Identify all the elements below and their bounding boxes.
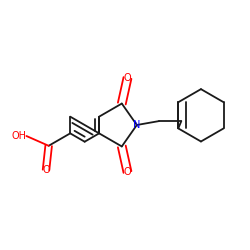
Text: O: O — [42, 165, 50, 175]
Text: OH: OH — [12, 131, 26, 141]
Text: O: O — [124, 167, 131, 177]
Text: N: N — [133, 120, 140, 130]
Text: O: O — [124, 73, 131, 83]
